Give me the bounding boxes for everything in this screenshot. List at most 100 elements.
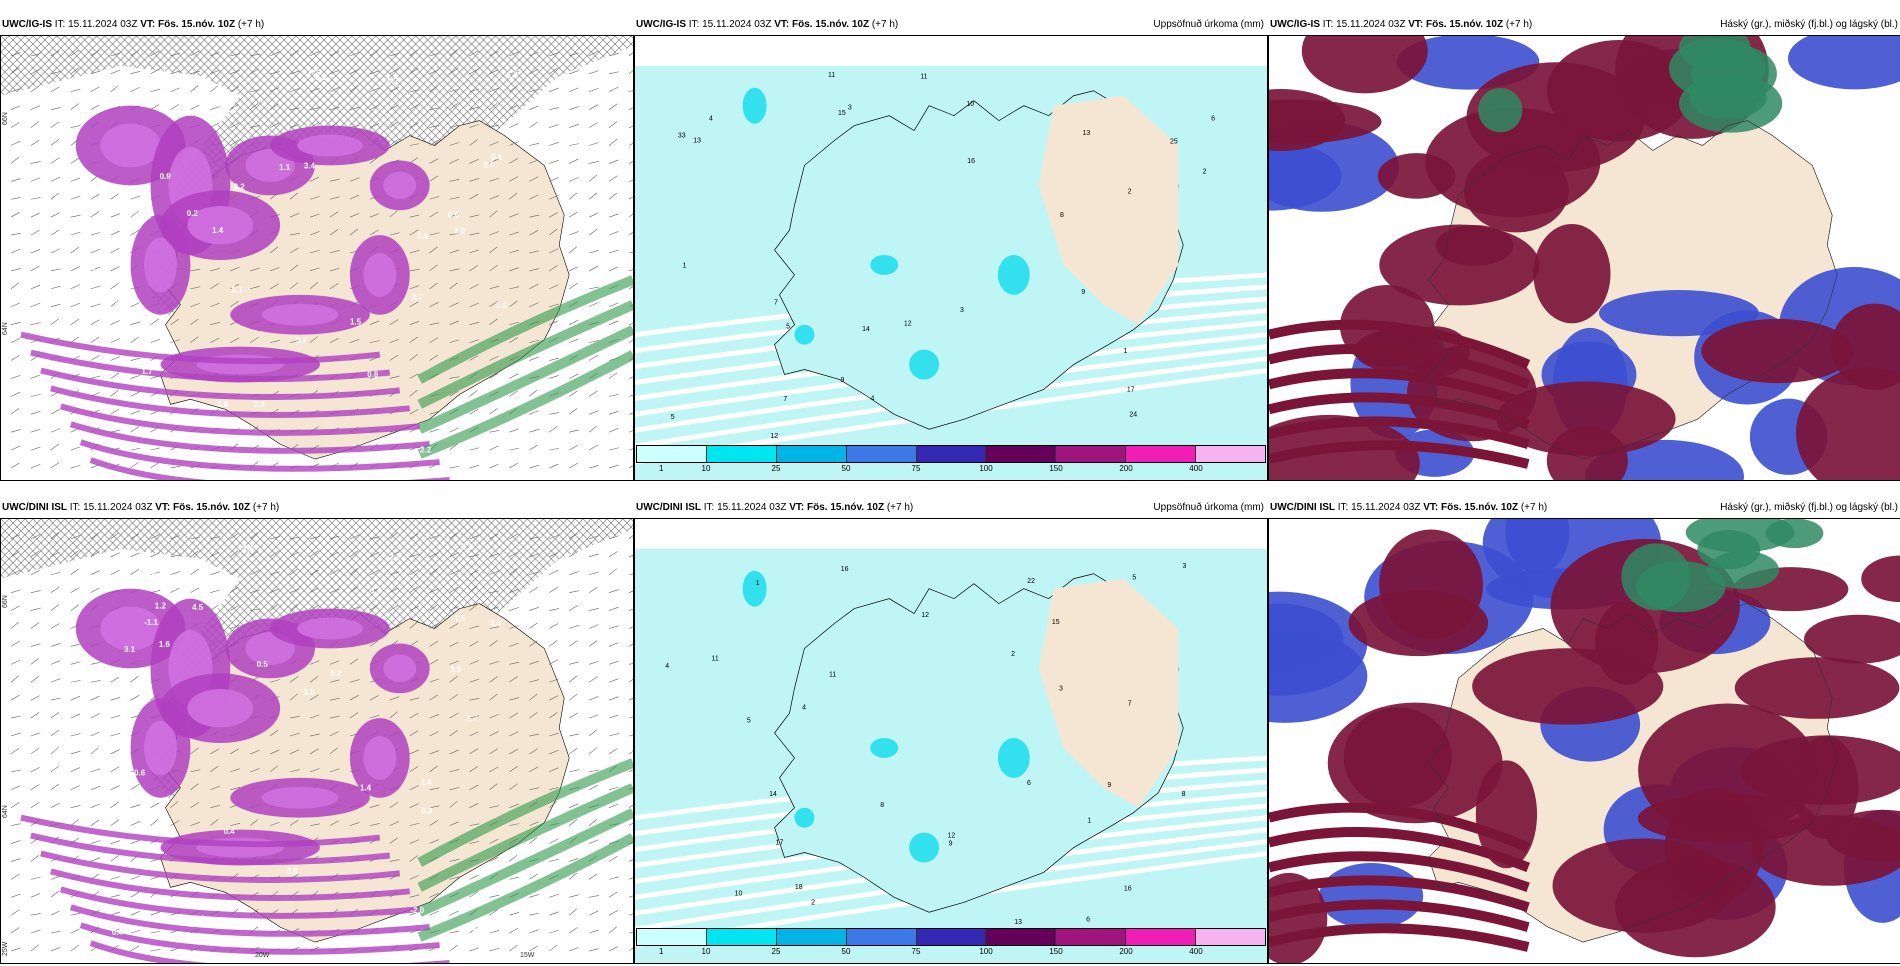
colorbar-tick: 50 [841, 464, 851, 473]
turbulence-core [261, 303, 339, 326]
precip-value: 10 [966, 101, 974, 108]
cloud-band [1269, 416, 1530, 449]
negative-band [417, 275, 633, 384]
map-canvas[interactable]: 3 1 9 12 11 10 8 7 6 5 4 2 13 15 17 16 14 25 33 24 3 2 4 1 11 12 1… [634, 35, 1268, 481]
panel-field-title: Uppsöfnuð úrkoma (mm) [1153, 502, 1264, 513]
precip-value: 6 [1211, 115, 1215, 122]
precip-value: 7 [774, 299, 778, 306]
precip-value: 4 [802, 705, 806, 712]
colorbar-swatch [916, 446, 987, 462]
precip-value: 9 [1107, 782, 1111, 789]
wind-value: 0.6 [134, 768, 146, 777]
colorbar-tick: 100 [979, 947, 993, 956]
colorbar-swatch [986, 446, 1057, 462]
panel-header: UWC/IG-IS IT: 15.11.2024 03Z VT: Fös. 15… [636, 18, 1076, 32]
colorbar-tick: 200 [1119, 947, 1133, 956]
wind-value: 3.4 [490, 619, 502, 628]
colorbar-tick: 150 [1049, 464, 1063, 473]
colorbar-swatch [846, 446, 917, 462]
high-cloud [1595, 601, 1659, 685]
precip-value: 8 [880, 802, 884, 809]
cloud-band [1269, 802, 1531, 853]
precip-value: 6 [1027, 780, 1031, 787]
colorbar-swatch [706, 446, 777, 462]
header-vt: Fös. 15.nóv. 10Z [1441, 502, 1519, 513]
turbulence-band [30, 832, 391, 866]
wind-value: 2.2 [461, 543, 473, 552]
turbulence-band [59, 886, 420, 919]
wind-value: 0.4 [491, 153, 503, 162]
precip-value: 14 [769, 791, 777, 798]
colorbar-swatch [916, 929, 987, 945]
wind-value: 0.6 [417, 232, 429, 241]
negative-band [417, 783, 633, 892]
turbulence-core [144, 237, 177, 293]
wind-value: 2.7 [466, 714, 478, 723]
precip-value: 15 [838, 110, 846, 117]
precip-value: 3 [848, 104, 852, 111]
high-cloud [1546, 426, 1628, 480]
turbulence-core [187, 688, 254, 728]
wind-value: -1.1 [144, 618, 158, 627]
header-vt: Fös. 15.nóv. 10Z [1426, 19, 1504, 30]
wind-value: 3.2 [234, 183, 246, 192]
header-lead: (+7 h) [871, 19, 899, 30]
map-graphic: 2.10.82.33.81.22.03.41.53.23.70.43.61.62… [1, 36, 633, 480]
colorbar-tick: 10 [701, 947, 711, 956]
precip-value: 14 [862, 326, 870, 333]
wind-value: 4.5 [192, 603, 204, 612]
precip-value: 2 [811, 899, 815, 906]
turbulence-band [20, 814, 381, 848]
mid-cloud [1505, 519, 1570, 574]
high-cloud [1831, 303, 1900, 390]
precip-value: 5 [1132, 575, 1136, 582]
map-canvas[interactable]: 3.5 2.4 3.1 2.2 3.4 4.5 2.7 1.6 2.0 1.3 3.0 1.6 0.5 1… [0, 518, 634, 964]
wind-value: 2.3 [254, 400, 266, 409]
colorbar-swatch [1126, 929, 1197, 945]
precip-value: 25 [1170, 138, 1178, 145]
header-vt-label: VT: [155, 502, 171, 513]
panel-field-title: Háský (gr.), miðský (fj.bl.) og lágský (… [1720, 502, 1898, 513]
wind-value: -1.5 [452, 614, 466, 623]
precip-max [870, 738, 899, 758]
high-cloud [1379, 224, 1540, 306]
map-canvas[interactable] [1268, 518, 1900, 964]
map-canvas[interactable] [1268, 35, 1900, 481]
precip-value: 5 [671, 414, 675, 421]
lon-label: 15W [520, 952, 535, 959]
wind-value: 1.6 [243, 545, 255, 554]
colorbar-tick: 50 [841, 947, 851, 956]
precip-value: 15 [1052, 619, 1060, 626]
precip-value: 12 [770, 433, 778, 440]
map-canvas[interactable]: 8 6 9 10 12 11 16 15 13 7 6 5 4 3 2 1 17 18 22 12 11 9 16 5 3 2 1 8… [634, 518, 1268, 964]
precip-value: 4 [665, 663, 669, 670]
precip-value: 6 [1086, 916, 1090, 923]
wind-value: 0.6 [448, 211, 460, 220]
dry-land [1038, 578, 1179, 808]
map-canvas[interactable]: 2.1 0.8 2.3 3.8 1.2 2.0 3.4 1.5 3.2 3.7 0.4 3.6 1.6 2… [0, 35, 634, 481]
map-graphic: 8691012111615137654321171822121191653218… [635, 519, 1267, 963]
high-cloud [1269, 89, 1346, 151]
wind-value: 3.0 [304, 688, 316, 697]
precip-max [742, 570, 767, 607]
precip-value: 1 [1124, 348, 1128, 355]
turbulence-core [363, 253, 397, 297]
header-vt: Fös. 15.nóv. 10Z [792, 19, 870, 30]
wind-value: 3.8 [296, 336, 308, 345]
lat-label: 64N [2, 322, 9, 335]
wind-value: 3.1 [124, 645, 136, 654]
high-cloud [1795, 367, 1900, 480]
colorbar-tick: 150 [1049, 947, 1063, 956]
wind-value: 3.7 [412, 293, 424, 302]
colorbar-tick: 400 [1189, 464, 1203, 473]
turbulence-band [40, 367, 401, 401]
wind-value: 2.0 [454, 227, 466, 236]
colorbar-tick: 10 [701, 464, 711, 473]
wind-value: -1.5 [509, 935, 523, 944]
colorbar-tick: 400 [1189, 947, 1203, 956]
precip-value: 11 [829, 671, 836, 678]
precip-max [909, 832, 940, 863]
wind-value: 2.3 [92, 216, 104, 225]
precip-colorbar [636, 445, 1266, 463]
high-cloud [1301, 36, 1428, 94]
